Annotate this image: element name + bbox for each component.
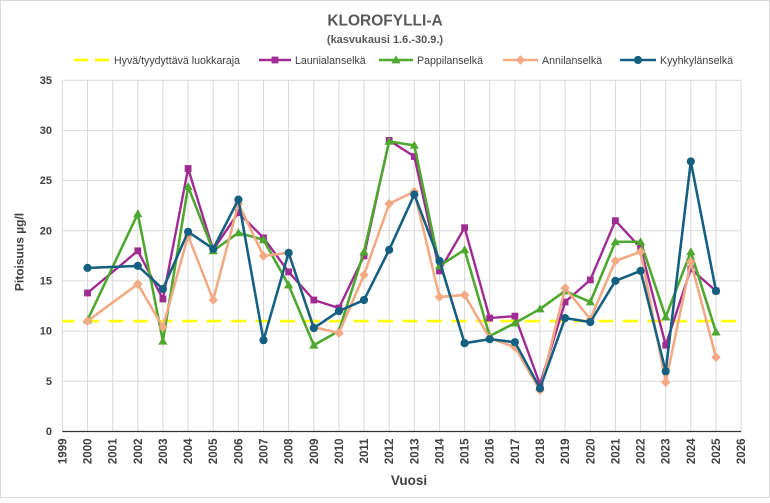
svg-text:20: 20 bbox=[40, 225, 52, 237]
svg-text:2017: 2017 bbox=[510, 439, 522, 465]
svg-text:2009: 2009 bbox=[309, 439, 321, 465]
svg-text:(kasvukausi 1.6.-30.9.): (kasvukausi 1.6.-30.9.) bbox=[327, 34, 444, 46]
svg-text:Pitoisuus µg/l: Pitoisuus µg/l bbox=[13, 213, 27, 291]
svg-text:Hyvä/tyydyttävä luokkaraja: Hyvä/tyydyttävä luokkaraja bbox=[114, 55, 240, 67]
svg-text:2007: 2007 bbox=[259, 439, 271, 465]
svg-text:2014: 2014 bbox=[435, 438, 447, 464]
svg-text:2004: 2004 bbox=[183, 438, 195, 464]
svg-text:25: 25 bbox=[40, 175, 52, 187]
svg-text:2024: 2024 bbox=[686, 438, 698, 464]
svg-text:2019: 2019 bbox=[560, 439, 572, 465]
svg-text:2003: 2003 bbox=[158, 439, 170, 465]
svg-text:2020: 2020 bbox=[585, 439, 597, 465]
svg-text:0: 0 bbox=[46, 426, 52, 438]
svg-text:Launialanselkä: Launialanselkä bbox=[295, 55, 366, 67]
svg-text:2011: 2011 bbox=[359, 438, 371, 464]
svg-text:15: 15 bbox=[40, 276, 52, 288]
svg-text:Annilanselkä: Annilanselkä bbox=[542, 55, 602, 67]
svg-text:30: 30 bbox=[40, 125, 52, 137]
svg-text:Kyyhkylänselkä: Kyyhkylänselkä bbox=[660, 55, 733, 67]
svg-text:2018: 2018 bbox=[535, 438, 547, 464]
svg-text:2005: 2005 bbox=[208, 438, 220, 464]
svg-text:2010: 2010 bbox=[334, 439, 346, 465]
svg-text:2002: 2002 bbox=[133, 439, 145, 465]
svg-text:2013: 2013 bbox=[409, 439, 421, 465]
svg-text:5: 5 bbox=[46, 376, 52, 388]
svg-text:Pappilanselkä: Pappilanselkä bbox=[417, 55, 483, 67]
svg-text:35: 35 bbox=[40, 75, 52, 87]
svg-text:2021: 2021 bbox=[610, 438, 622, 464]
svg-text:2016: 2016 bbox=[485, 439, 497, 465]
svg-text:KLOROFYLLI-A: KLOROFYLLI-A bbox=[327, 13, 442, 30]
svg-text:2012: 2012 bbox=[384, 439, 396, 465]
svg-text:10: 10 bbox=[40, 326, 52, 338]
svg-text:Vuosi: Vuosi bbox=[391, 473, 427, 488]
svg-text:2015: 2015 bbox=[460, 438, 472, 464]
svg-text:2000: 2000 bbox=[83, 439, 95, 465]
svg-text:2006: 2006 bbox=[233, 439, 245, 465]
svg-text:2001: 2001 bbox=[108, 438, 120, 464]
svg-text:2025: 2025 bbox=[711, 438, 723, 464]
svg-text:2023: 2023 bbox=[661, 439, 673, 465]
svg-text:1999: 1999 bbox=[57, 439, 69, 465]
svg-text:2022: 2022 bbox=[636, 439, 648, 465]
svg-text:2008: 2008 bbox=[284, 438, 296, 464]
svg-text:2026: 2026 bbox=[736, 439, 748, 465]
